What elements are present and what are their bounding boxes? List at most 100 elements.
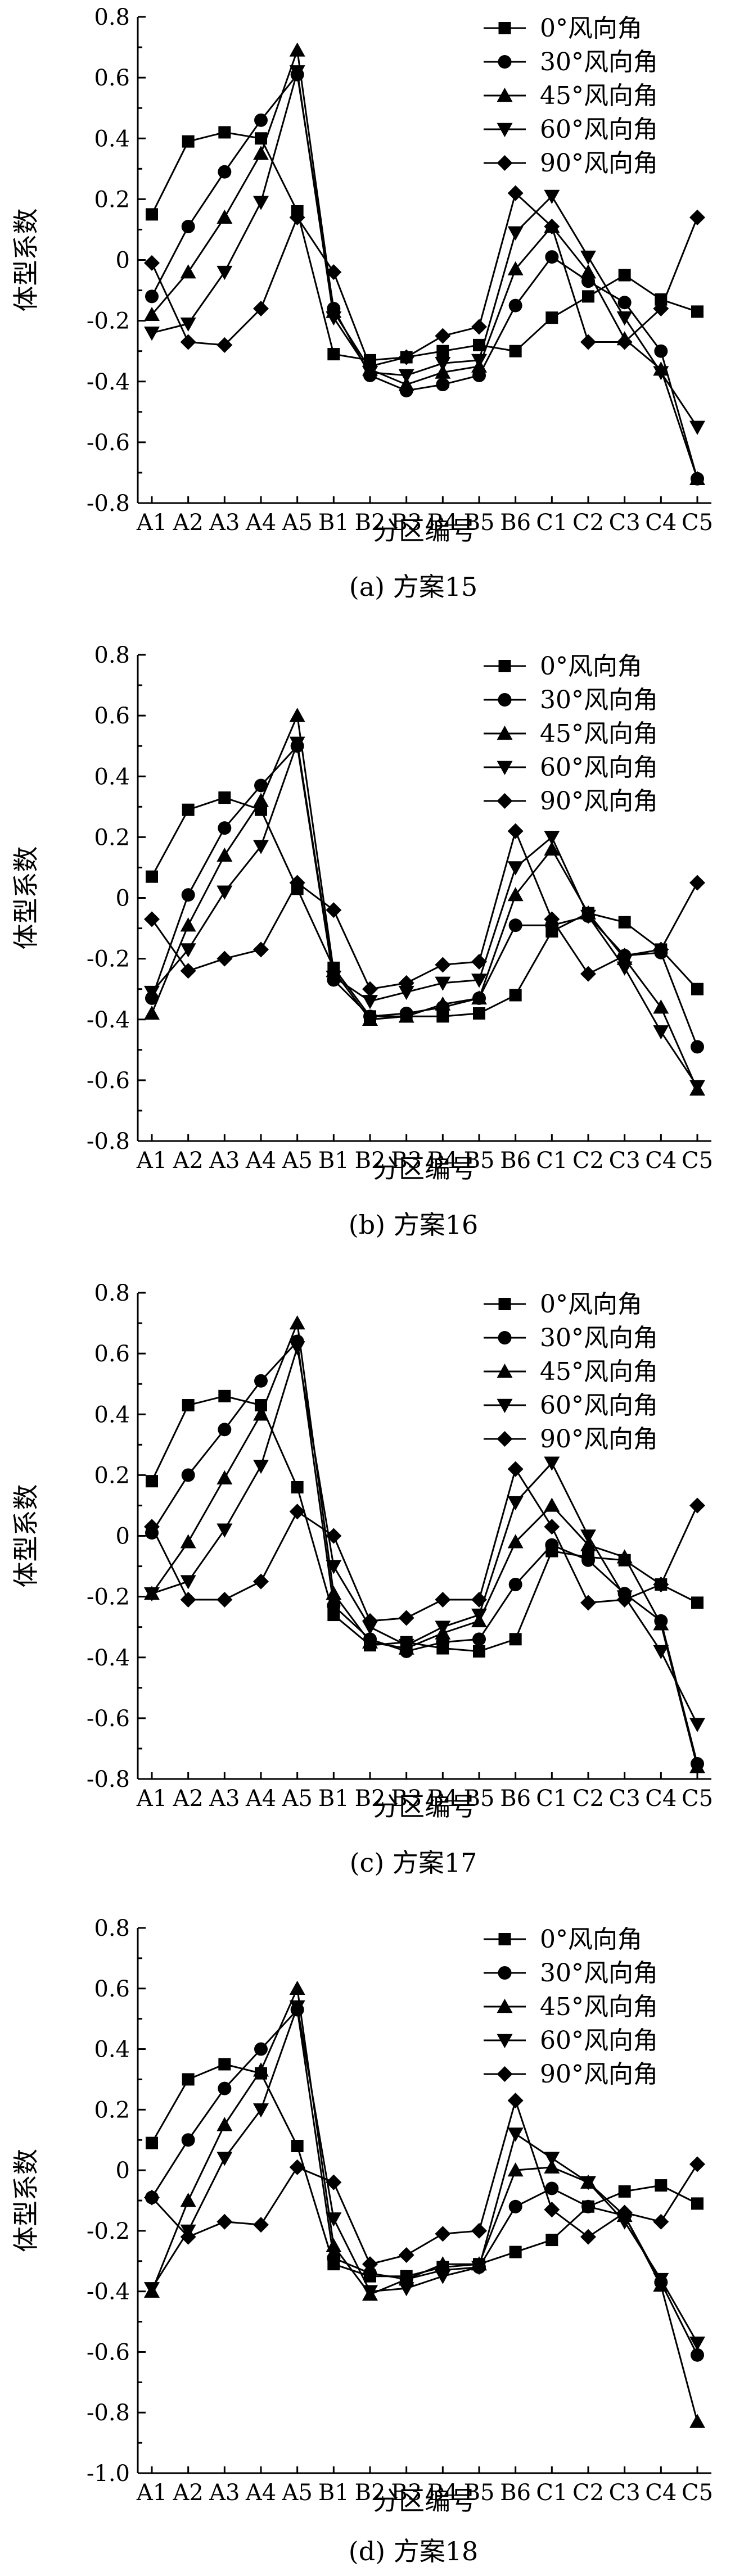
panel-caption: (a) 方案15 — [349, 572, 477, 602]
data-point — [653, 2272, 669, 2288]
x-tick-label: A5 — [281, 1148, 312, 1174]
data-point — [253, 2217, 269, 2233]
data-point — [180, 1592, 196, 1608]
data-point — [653, 999, 669, 1014]
data-point — [616, 961, 633, 976]
data-point — [509, 2245, 522, 2258]
data-point — [217, 885, 233, 900]
data-point — [180, 317, 196, 332]
legend-marker — [497, 155, 513, 171]
chart-panel-4: 0.80.60.40.20-0.2-0.4-0.6-0.8-1.0A1 A2 A3 A… — [11, 1916, 713, 2566]
data-point — [689, 1759, 705, 1773]
y-tick-label: 0.6 — [94, 1341, 130, 1367]
data-point — [435, 1592, 451, 1608]
legend-label: 90°风向角 — [540, 149, 658, 178]
data-point — [653, 1577, 669, 1592]
legend-label: 45°风向角 — [540, 1357, 658, 1386]
x-tick-label: C4 — [645, 1148, 677, 1174]
data-point — [691, 2197, 704, 2210]
x-tick-label: B6 — [500, 1786, 531, 1812]
data-point — [180, 2193, 196, 2207]
data-point — [544, 1456, 560, 1471]
x-tick-label: C5 — [682, 2480, 713, 2506]
data-point — [398, 369, 414, 383]
data-point — [653, 2213, 669, 2230]
series-line — [151, 828, 698, 990]
x-tick-label: A2 — [172, 1786, 203, 1812]
y-tick-label: 0.6 — [94, 65, 130, 91]
data-point — [689, 875, 705, 891]
y-tick-label: -0.8 — [87, 1129, 130, 1155]
data-point — [580, 966, 596, 982]
y-tick-label: -0.2 — [87, 309, 130, 334]
data-point — [362, 358, 378, 374]
data-point — [507, 1534, 524, 1549]
data-point — [689, 420, 705, 435]
x-tick-label: C4 — [645, 510, 677, 536]
x-axis-title: 分区编号 — [373, 1153, 476, 1184]
x-tick-label: B5 — [464, 510, 495, 536]
x-tick-label: A1 — [136, 2480, 167, 2506]
series-line — [151, 2003, 698, 2344]
data-point — [691, 305, 704, 318]
series-4 — [144, 2093, 705, 2272]
series-4 — [144, 1461, 705, 1629]
data-point — [544, 219, 560, 235]
data-point — [326, 2212, 342, 2227]
data-point — [580, 2229, 596, 2245]
data-point — [398, 985, 414, 1000]
chart-panel-1: 0.80.60.40.20-0.2-0.4-0.6-0.8A1 A2 A3 A4 A5 B… — [11, 4, 713, 602]
data-point — [582, 290, 594, 303]
series-4 — [144, 823, 705, 997]
x-tick-label: B2 — [355, 510, 386, 536]
y-tick-label: 0 — [116, 248, 130, 274]
x-tick-label: B4 — [427, 510, 458, 536]
data-point — [363, 2266, 377, 2280]
data-point — [545, 2234, 558, 2247]
data-point — [616, 2204, 633, 2221]
legend-marker — [498, 55, 512, 69]
panel-caption: (d) 方案18 — [349, 2536, 479, 2566]
y-axis-title: 体型系数 — [11, 1484, 41, 1588]
data-point — [544, 911, 560, 927]
data-point — [691, 983, 704, 995]
series-line — [151, 1339, 698, 1764]
data-point — [545, 2181, 559, 2195]
data-point — [616, 1592, 633, 1608]
data-point — [616, 948, 633, 964]
legend-label: 90°风向角 — [540, 2060, 658, 2089]
data-point — [654, 344, 668, 358]
series-1 — [145, 2003, 704, 2362]
y-tick-label: 0.8 — [94, 1916, 130, 1941]
y-tick-label: 0 — [116, 2158, 130, 2184]
data-point — [289, 1341, 305, 1356]
x-tick-label: B2 — [355, 1148, 386, 1174]
x-tick-label: B5 — [464, 1786, 495, 1812]
data-point — [289, 2159, 305, 2175]
legend-marker — [497, 793, 513, 809]
series-line — [151, 1320, 698, 1767]
data-point — [580, 1529, 596, 1544]
y-axis-title: 体型系数 — [11, 209, 41, 312]
data-point — [509, 989, 522, 1002]
data-point — [217, 847, 233, 862]
series-3 — [144, 736, 705, 1094]
data-point — [507, 261, 524, 275]
data-point — [362, 981, 378, 997]
x-tick-label: C1 — [536, 1786, 567, 1812]
data-point — [218, 126, 231, 139]
x-tick-label: C2 — [572, 2480, 604, 2506]
data-point — [291, 2140, 304, 2152]
data-point — [544, 841, 560, 856]
y-tick-label: 0.6 — [94, 1976, 130, 2002]
data-point — [289, 42, 305, 57]
y-tick-label: 0.4 — [94, 126, 130, 152]
y-tick-label: 0 — [116, 886, 130, 912]
y-tick-label: 0.2 — [94, 187, 130, 212]
panel-caption: (b) 方案16 — [349, 1210, 479, 1240]
y-tick-label: -0.2 — [87, 947, 130, 972]
x-tick-label: B3 — [391, 1786, 422, 1812]
data-point — [580, 1595, 596, 1611]
data-point — [218, 1389, 231, 1402]
